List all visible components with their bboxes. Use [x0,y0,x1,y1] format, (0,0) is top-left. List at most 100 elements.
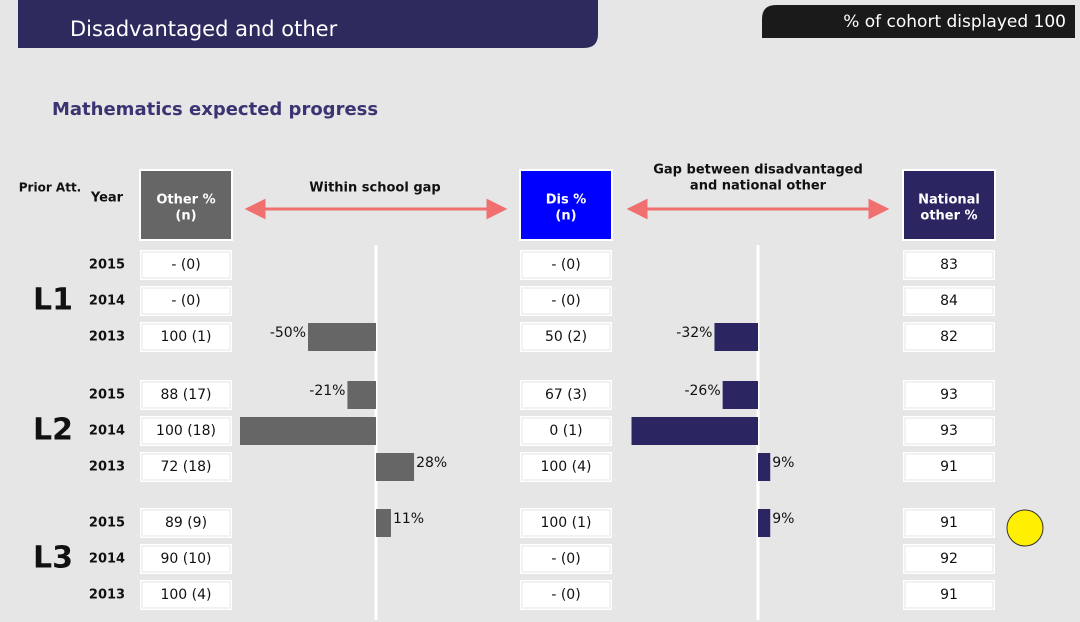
dis-value-cell-inner [521,287,611,315]
other-value: 72 (18) [160,459,211,475]
national-value-cell-inner [904,581,994,609]
other-header-box [139,169,233,241]
within-gap-bar [308,323,376,351]
national-value-cell-inner [904,453,994,481]
dis-value: - (0) [551,257,580,273]
national-value-cell-inner [904,545,994,573]
national-gap-header-2: and national other [690,179,827,194]
national-value: 93 [940,387,958,403]
dis-value: 50 (2) [545,329,587,345]
national-value: 92 [940,551,958,567]
dis-value-cell-inner [521,453,611,481]
dis-header: Dis % [546,193,587,208]
national-gap-bar [758,453,771,481]
other-value-cell-inner [141,417,231,445]
dis-value-cell-inner [521,581,611,609]
dis-header-box [519,169,613,241]
within-gap-bar [376,453,415,481]
within-gap-bar [240,417,376,445]
national-value-cell-inner [904,287,994,315]
within-gap-header: Within school gap [309,181,440,196]
cohort-label: % of cohort displayed [843,12,1028,32]
dis-value-cell-inner [521,323,611,351]
within-gap-bar-label: -50% [270,325,306,341]
dis-value-cell-inner [521,251,611,279]
national-gap-bar-label: -26% [684,383,720,399]
dis-header-n: (n) [555,209,576,224]
year: 2013 [89,330,125,345]
header-title: Disadvantaged and other [70,17,338,41]
dis-value: - (0) [551,293,580,309]
other-value: 89 (9) [165,515,207,531]
dis-value: - (0) [551,587,580,603]
year: 2013 [89,460,125,475]
national-value-cell-inner [904,417,994,445]
arrows [244,198,890,220]
other-value: 100 (1) [160,329,211,345]
other-header-n: (n) [175,209,196,224]
national-gap-bar [631,417,758,445]
other-value-cell-inner [141,509,231,537]
national-gap-bar [722,381,758,409]
pointer [1006,509,1044,547]
national-value: 91 [940,515,958,531]
within-gap-bar-label: 11% [393,511,424,527]
national-gap-bar [714,323,758,351]
within-gap-bar-label: -21% [309,383,345,399]
header-bar [18,0,598,48]
national-value-cell-inner [904,509,994,537]
dis-value: 100 (1) [540,515,591,531]
year: 2015 [89,516,125,531]
other-value-cell-inner [141,287,231,315]
section-title: Mathematics expected progress [52,99,378,120]
other-value: - (0) [171,293,200,309]
national-header: National [918,193,980,208]
other-value: 90 (10) [160,551,211,567]
other-value: 88 (17) [160,387,211,403]
cohort-value: 100 [1034,12,1066,32]
dis-value: 0 (1) [549,423,582,439]
prior-header: Prior Att. [19,181,81,195]
national-value: 84 [940,293,958,309]
national-value: 93 [940,423,958,439]
other-value-cell-inner [141,323,231,351]
other-value-cell-inner [141,545,231,573]
dis-value-cell-inner [521,417,611,445]
dis-value: 100 (4) [540,459,591,475]
national-header-2: other % [920,209,977,224]
dis-value-cell-inner [521,545,611,573]
other-header: Other % [156,193,215,208]
national-value: 91 [940,459,958,475]
cohort-text: % of cohort displayed 100 [843,12,1066,32]
other-value-cell-inner [141,381,231,409]
year: 2013 [89,588,125,603]
dis-value: - (0) [551,551,580,567]
dis-value-cell-inner [521,381,611,409]
year-header: Year [90,191,124,206]
within-gap-bar-label: 28% [416,455,447,471]
year: 2015 [89,388,125,403]
other-value-cell-inner [141,453,231,481]
within-gap-bar [376,509,391,537]
dis-value: 67 (3) [545,387,587,403]
national-value: 82 [940,329,958,345]
year: 2014 [89,294,125,309]
group-label: L3 [33,541,73,576]
year: 2014 [89,552,125,567]
national-header-box [902,169,996,241]
group-label: L1 [33,283,73,318]
cohort-box [762,5,1075,38]
national-value-cell-inner [904,323,994,351]
national-value-cell-inner [904,381,994,409]
dis-value-cell-inner [521,509,611,537]
national-gap-header: Gap between disadvantaged [653,163,863,178]
other-value: - (0) [171,257,200,273]
group-label: L2 [33,413,73,448]
other-value: 100 (18) [156,423,216,439]
national-gap-bar [758,509,771,537]
national-value: 91 [940,587,958,603]
national-gap-bar-label: 9% [772,455,794,471]
other-value: 100 (4) [160,587,211,603]
other-value-cell-inner [141,581,231,609]
